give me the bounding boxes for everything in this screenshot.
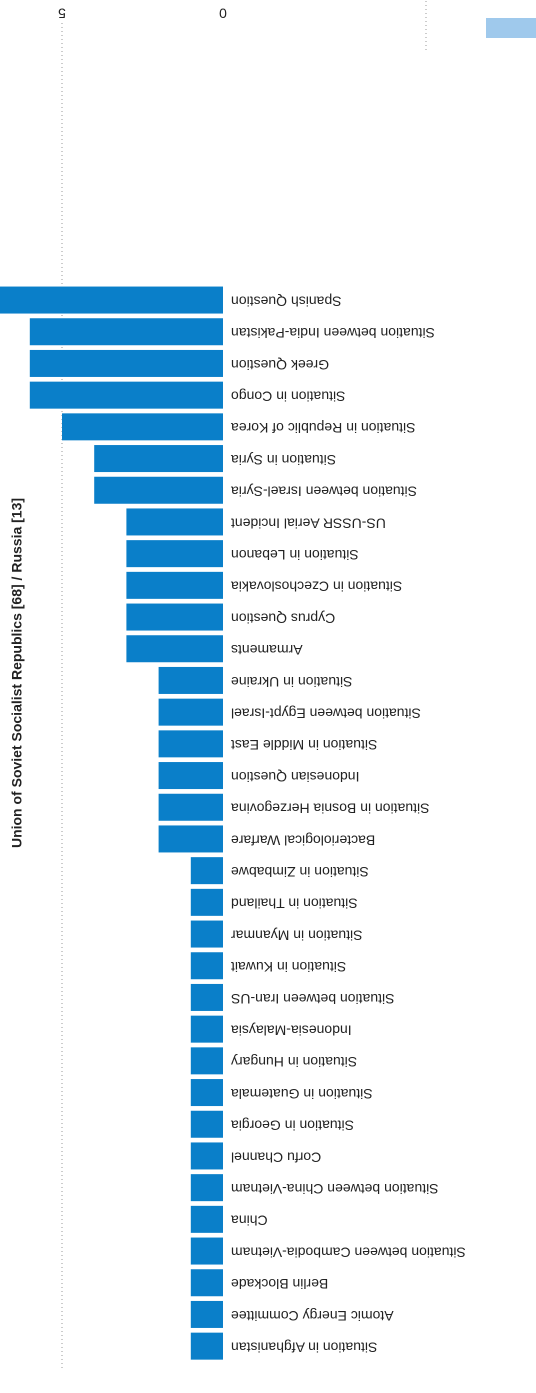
category-label: Situation in Zimbabwe xyxy=(231,864,369,880)
bar[interactable] xyxy=(190,1237,223,1265)
category-label: Situation in Syria xyxy=(231,452,336,468)
bar[interactable] xyxy=(62,413,223,441)
tick-label: 5 xyxy=(58,5,66,21)
category-label: Greek Question xyxy=(231,357,329,373)
bar[interactable] xyxy=(126,635,223,663)
bar[interactable] xyxy=(190,920,223,948)
bar[interactable] xyxy=(29,381,223,409)
category-label: Situation in Congo xyxy=(231,388,346,404)
bar[interactable] xyxy=(190,1079,223,1107)
bar[interactable] xyxy=(158,793,223,821)
category-label: Situation between Iran-US xyxy=(231,991,394,1007)
bar[interactable] xyxy=(190,888,223,916)
category-label: Situation in Afghanistan xyxy=(231,1339,377,1355)
bar[interactable] xyxy=(94,476,223,504)
category-label: Atomic Energy Committee xyxy=(231,1308,394,1324)
tick-label: 0 xyxy=(219,5,227,21)
category-label: Cyprus Question xyxy=(231,610,335,626)
bar[interactable] xyxy=(94,445,223,473)
bar[interactable] xyxy=(126,603,223,631)
category-label: Situation in Czechoslovakia xyxy=(231,579,402,595)
category-label: Indonesia-Malaysia xyxy=(231,1022,352,1038)
bar[interactable] xyxy=(190,1269,223,1297)
category-label: Situation in Kuwait xyxy=(231,959,346,975)
bar[interactable] xyxy=(158,730,223,758)
category-label: China xyxy=(231,1213,268,1229)
category-label: Situation in Hungary xyxy=(231,1054,357,1070)
bar[interactable] xyxy=(158,825,223,853)
category-label: Situation between China-Vietnam xyxy=(231,1181,439,1197)
bar[interactable] xyxy=(190,857,223,885)
category-label: Situation in Thailand xyxy=(231,896,358,912)
bar[interactable] xyxy=(190,1332,223,1360)
category-label: Berlin Blockade xyxy=(231,1276,328,1292)
bar[interactable] xyxy=(29,318,223,346)
bar[interactable] xyxy=(126,540,223,568)
bar[interactable] xyxy=(190,1142,223,1170)
bar[interactable] xyxy=(0,286,223,314)
bar[interactable] xyxy=(190,1174,223,1202)
category-label: Situation in Georgia xyxy=(231,1118,354,1134)
category-label: Situation in Bosnia Herzegovina xyxy=(231,801,430,817)
bar[interactable] xyxy=(190,1110,223,1138)
category-label: Situation in Republic of Korea xyxy=(231,420,416,436)
category-label: Situation between Israel-Syria xyxy=(231,484,417,500)
bar[interactable] xyxy=(126,571,223,599)
bar[interactable] xyxy=(158,666,223,694)
category-label: Situation between Egypt-Israel xyxy=(231,705,421,721)
category-label: Situation in Ukraine xyxy=(231,674,353,690)
chart-title: Union of Soviet Socialist Republics [68]… xyxy=(9,498,25,848)
bar[interactable] xyxy=(158,698,223,726)
bar[interactable] xyxy=(190,1015,223,1043)
category-label: Situation in Lebanon xyxy=(231,547,359,563)
bar[interactable] xyxy=(190,983,223,1011)
category-label: Situation between Cambodia-Vietnam xyxy=(231,1244,466,1260)
category-label: Armaments xyxy=(231,642,303,658)
category-label: Situation in Guatemala xyxy=(231,1086,373,1102)
bar[interactable] xyxy=(190,1300,223,1328)
category-label: US-USSR Aerial Incident xyxy=(231,515,386,531)
category-label: Situation in Middle East xyxy=(231,737,377,753)
category-label: Situation between India-Pakistan xyxy=(231,325,435,341)
bar[interactable] xyxy=(190,1047,223,1075)
category-label: Indonesian Question xyxy=(231,769,359,785)
category-label: Spanish Question xyxy=(231,293,342,309)
category-label: Situation in Myanmar xyxy=(231,927,363,943)
legend-swatch xyxy=(486,18,536,38)
bar[interactable] xyxy=(126,508,223,536)
bar[interactable] xyxy=(158,762,223,790)
bar[interactable] xyxy=(29,349,223,377)
category-label: Bacteriological Warfare xyxy=(231,832,375,848)
bar[interactable] xyxy=(190,952,223,980)
category-label: Corfu Channel xyxy=(231,1149,321,1165)
bar[interactable] xyxy=(190,1205,223,1233)
